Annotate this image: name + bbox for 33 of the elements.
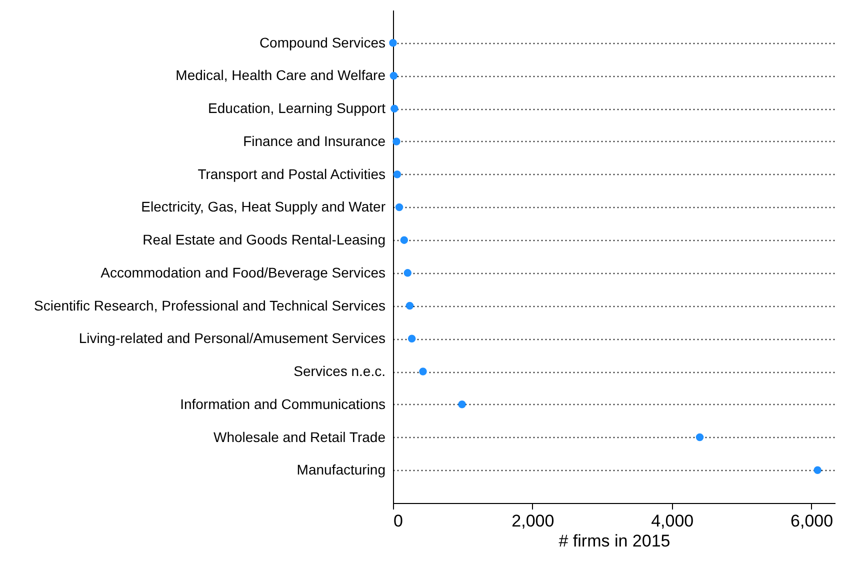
y-tick-label: Compound Services	[259, 34, 386, 50]
point	[458, 400, 466, 408]
y-tick-label: Living-related and Personal/Amusement Services	[78, 330, 386, 346]
x-tick-label: 0	[394, 512, 403, 530]
point	[408, 334, 416, 343]
point	[400, 236, 408, 244]
y-tick-label: Finance and Insurance	[243, 132, 386, 149]
point	[393, 170, 402, 178]
y-tick-label: Information and Communications	[180, 396, 386, 412]
point	[696, 433, 704, 442]
point	[404, 269, 412, 277]
x-tick-label: 2,000	[512, 512, 554, 530]
y-tick-label: Accommodation and Food/Beverage Services	[100, 264, 386, 280]
x-tick-label: 6,000	[790, 512, 834, 530]
y-tick-label: Electricity, Gas, Heat Supply and Water	[141, 198, 386, 215]
point	[390, 72, 398, 80]
x-tick-label: 4,000	[651, 512, 694, 530]
point	[419, 368, 427, 376]
y-tick-label: Services n.e.c.	[294, 363, 386, 380]
point	[392, 138, 400, 146]
y-tick-label: Wholesale and Retail Trade	[214, 428, 386, 445]
point	[406, 302, 414, 310]
point	[389, 39, 397, 47]
y-tick-label: Scientific Research, Professional and Technical Services	[34, 297, 386, 314]
y-tick-label: Medical, Health Care and Welfare	[176, 67, 386, 84]
point	[390, 104, 398, 112]
y-tick-label: Transport and Postal Activities	[198, 166, 386, 182]
y-tick-label: Real Estate and Goods Rental-Leasing	[142, 232, 386, 248]
y-tick-label: Manufacturing	[296, 462, 386, 478]
point	[814, 466, 822, 474]
point	[395, 203, 404, 212]
y-tick-label: Education, Learning Support	[208, 100, 386, 116]
x-axis-title: # firms in 2015	[558, 532, 670, 550]
